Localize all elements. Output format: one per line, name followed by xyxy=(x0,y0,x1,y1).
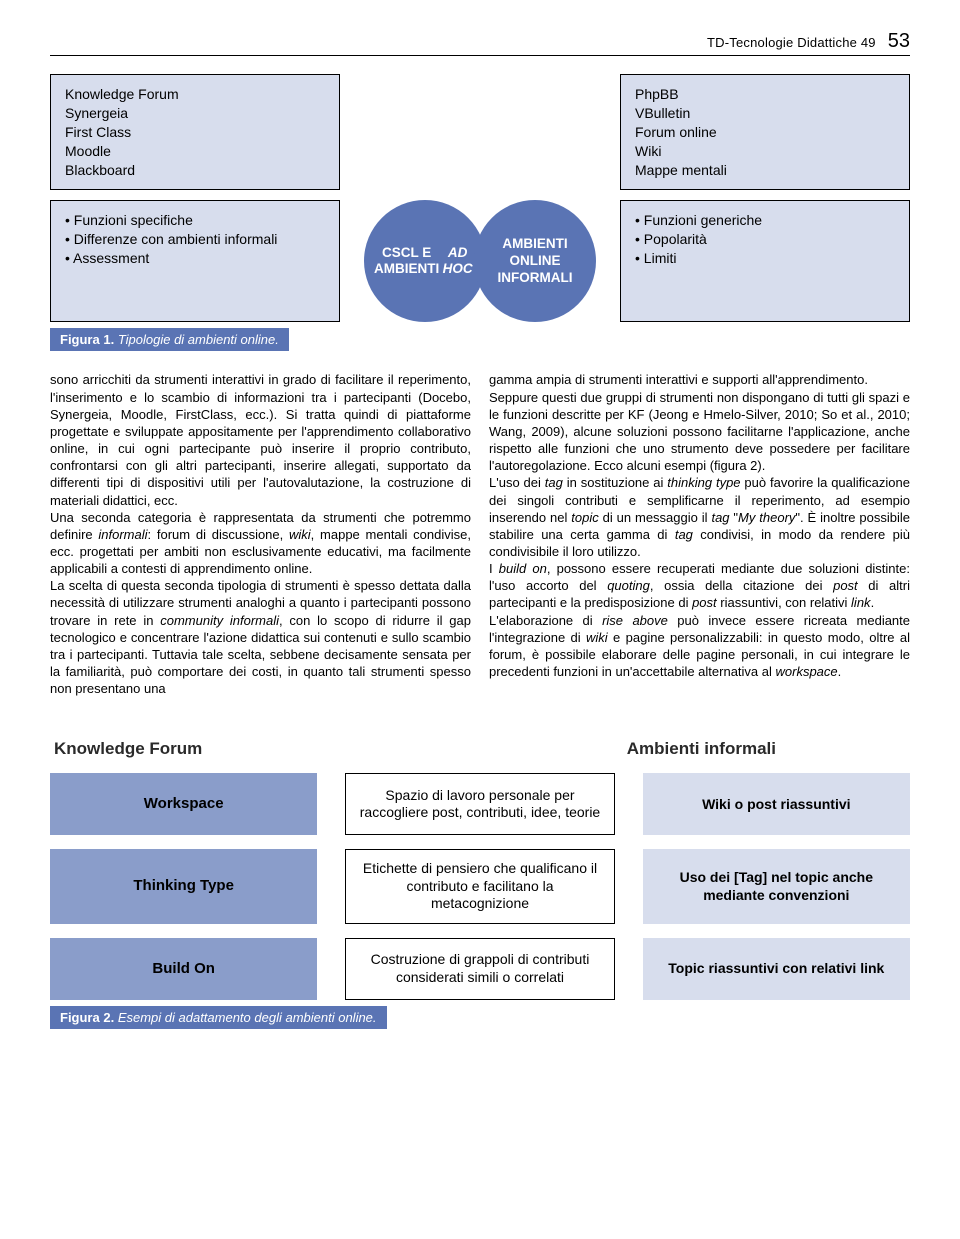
fig1-circle-informali: AMBIENTIONLINEINFORMALI xyxy=(474,200,596,322)
page-number: 53 xyxy=(888,30,910,53)
body-text: sono arricchiti da strumenti interattivi… xyxy=(50,371,910,697)
fig1-top-left-box: Knowledge ForumSynergeiaFirst ClassMoodl… xyxy=(50,74,340,190)
fig2-header-row: Knowledge Forum Ambienti informali xyxy=(50,739,910,759)
fig2-mid-1: Etichette di pensiero che qualificano il… xyxy=(345,849,614,924)
figure-2-caption-label: Figura 2. xyxy=(60,1010,114,1025)
fig1-bot-left-box: Funzioni specificheDifferenze con ambien… xyxy=(50,200,340,322)
figure-1-caption-label: Figura 1. xyxy=(60,332,114,347)
fig2-row-0: Workspace Spazio di lavoro personale per… xyxy=(50,773,910,835)
fig2-right-2: Topic riassuntivi con relativi link xyxy=(643,938,910,1000)
fig2-right-1: Uso dei [Tag] nel topic anche mediante c… xyxy=(643,849,910,924)
figure-2-caption-text: Esempi di adattamento degli ambienti onl… xyxy=(118,1010,377,1025)
fig1-bot-right-box: Funzioni generichePopolaritàLimiti xyxy=(620,200,910,322)
figure-2-caption: Figura 2. Esempi di adattamento degli am… xyxy=(50,1006,387,1029)
fig2-row-2: Build On Costruzione di grappoli di cont… xyxy=(50,938,910,1000)
page-header: TD-Tecnologie Didattiche 49 53 xyxy=(50,30,910,56)
fig2-left-0: Workspace xyxy=(50,773,317,835)
fig2-head-left: Knowledge Forum xyxy=(50,739,336,759)
body-col-2: gamma ampia di strumenti interattivi e s… xyxy=(489,371,910,697)
figure-1-diagram: Knowledge ForumSynergeiaFirst ClassMoodl… xyxy=(50,74,910,322)
fig2-row-1: Thinking Type Etichette di pensiero che … xyxy=(50,849,910,924)
fig2-left-1: Thinking Type xyxy=(50,849,317,924)
fig1-circle-cscl: CSCL EAMBIENTIAD HOC xyxy=(364,200,486,322)
fig2-mid-2: Costruzione di grappoli di contributi co… xyxy=(345,938,614,1000)
fig1-top-right-box: PhpBBVBulletinForum onlineWikiMappe ment… xyxy=(620,74,910,190)
figure-1-caption-text: Tipologie di ambienti online. xyxy=(118,332,279,347)
fig2-head-right: Ambienti informali xyxy=(623,739,909,759)
fig2-right-0: Wiki o post riassuntivi xyxy=(643,773,910,835)
journal-title: TD-Tecnologie Didattiche 49 xyxy=(707,35,876,50)
fig1-circles: CSCL EAMBIENTIAD HOC AMBIENTIONLINEINFOR… xyxy=(340,200,620,322)
figure-1-caption: Figura 1. Tipologie di ambienti online. xyxy=(50,328,289,351)
fig2-left-2: Build On xyxy=(50,938,317,1000)
body-col-1: sono arricchiti da strumenti interattivi… xyxy=(50,371,471,697)
figure-2-table: Knowledge Forum Ambienti informali Works… xyxy=(50,739,910,1000)
fig2-mid-0: Spazio di lavoro personale per raccoglie… xyxy=(345,773,614,835)
